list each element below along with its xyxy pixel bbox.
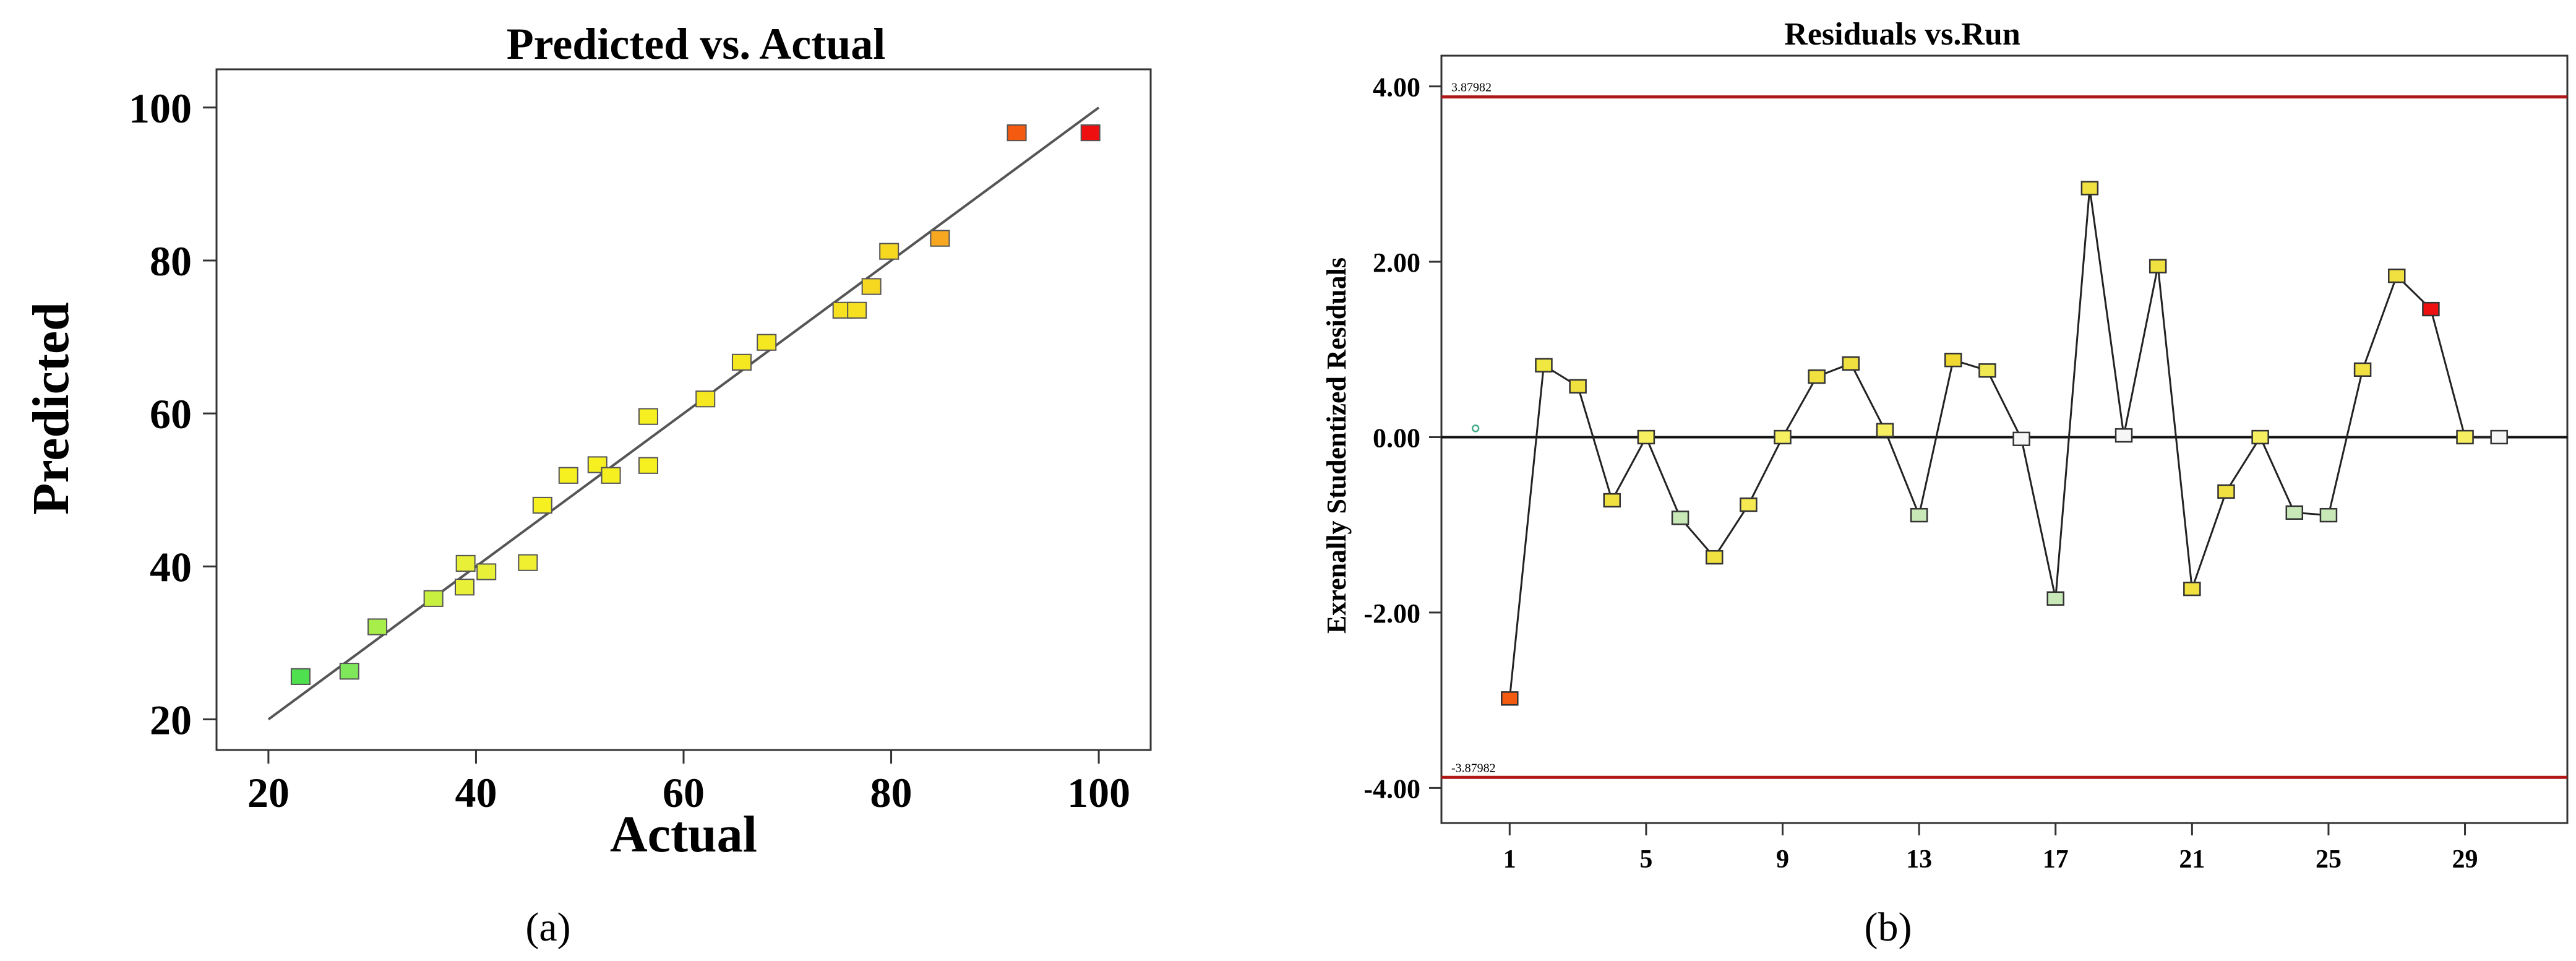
panel-a-ytick-label: 40: [150, 543, 192, 590]
panel-b-point: [1603, 493, 1621, 508]
panel-b-xtick-label: 17: [2043, 845, 2069, 874]
panel-b-limit-label: 3.87982: [1451, 81, 1492, 95]
panel-b-xtick-label: 1: [1503, 845, 1516, 874]
panel-a-point: [558, 467, 578, 484]
panel-a-ytick-label: 80: [150, 238, 192, 285]
panel-b-point: [2285, 505, 2304, 520]
panel-b-points: [1471, 181, 2508, 706]
panel-a-point: [601, 467, 621, 484]
panel-b-reference-lines: 3.87982 -3.87982: [1441, 81, 2567, 779]
panel-b-point: [1910, 507, 1928, 523]
panel-b-point: [2183, 581, 2201, 597]
panel-b-series-line: [1508, 187, 2499, 699]
panel-b-point: [1774, 429, 1792, 445]
panel-a-point: [455, 554, 476, 572]
panel-a-point: [861, 278, 882, 295]
panel-a-point: [695, 390, 716, 408]
panel-a-point: [339, 663, 359, 680]
panel-b-point: [2217, 484, 2235, 499]
panel-b-ylabel: Exrenally Studentized Residuals: [1321, 257, 1352, 634]
panel-a-ytick-label: 60: [150, 390, 192, 437]
panel-b-point: [2319, 507, 2338, 523]
panel-b-point: [1569, 379, 1587, 394]
panel-b-xtick-label: 13: [1906, 845, 1932, 874]
panel-b-ytick-label: 4.00: [1373, 72, 1420, 103]
panel-b-point: [2456, 429, 2474, 445]
panel-a-label: (a): [525, 905, 570, 950]
panel-a-xtick-label: 20: [247, 769, 290, 816]
panel-a-point: [532, 496, 552, 514]
panel-a-point: [638, 408, 658, 425]
panel-a: Predicted vs. Actual 20 40 60 80 100 20 40 60 80…: [22, 19, 1152, 950]
panel-a-xtick-label: 40: [455, 769, 497, 816]
panel-b-label: (b): [1865, 905, 1912, 950]
panel-a-point: [423, 590, 444, 607]
panel-b-point: [2114, 428, 2133, 443]
panel-b-xtick-label: 29: [2452, 845, 2478, 874]
panel-b-point: [2012, 431, 2030, 446]
panel-b-title: Residuals vs.Run: [1784, 17, 2020, 52]
panel-b-xtick-label: 21: [2179, 845, 2205, 874]
panel-a-point: [731, 353, 752, 371]
panel-a-ytick-label: 100: [129, 85, 192, 132]
panel-b-point: [2490, 429, 2508, 445]
panel-b-ytick-label: -4.00: [1363, 774, 1420, 804]
panel-a-xlabel: Actual: [610, 806, 757, 863]
panel-b-point: [1808, 369, 1826, 384]
panel-a-point: [847, 301, 867, 319]
panel-a-ylabel: Predicted: [22, 302, 80, 515]
panel-a-xtick-label: 80: [870, 769, 912, 816]
panel-b-point: [1842, 356, 1860, 371]
panel-b-xtick-label: 9: [1776, 845, 1789, 874]
panel-a-point: [290, 668, 311, 685]
panel-b-point: [2422, 301, 2440, 317]
panel-a-xtick-label: 60: [663, 769, 705, 816]
panel-a-point: [638, 457, 658, 474]
panel-a-point: [1007, 124, 1027, 142]
panel-a-point: [454, 579, 474, 596]
panel-b-point: [1637, 429, 1655, 445]
panel-b-point: [1978, 363, 1996, 378]
panel-b-point: [1671, 511, 1689, 525]
panel-b-point: [1740, 497, 1758, 512]
panel-a-reference-line: [267, 106, 1100, 721]
panel-b-point: [1501, 691, 1519, 706]
panel-a-xtick-label: 100: [1067, 769, 1130, 816]
panel-b-point: [1535, 358, 1553, 373]
panel-a-point: [367, 618, 388, 636]
panel-a-point: [879, 243, 899, 260]
panel-a-point: [587, 456, 608, 473]
panel-a-point: [757, 334, 777, 351]
panel-b-point: [2080, 181, 2099, 196]
panel-a-title: Predicted vs. Actual: [507, 19, 886, 69]
panel-a-axes: 20 40 60 80 100 20 40 60 80 100: [129, 85, 1130, 816]
panel-b-stray-marker: [1471, 424, 1480, 433]
panel-b-point: [2251, 429, 2269, 445]
panel-b-limit-label: -3.87982: [1451, 761, 1496, 775]
panel-a-point: [1080, 124, 1101, 142]
panel-b-ytick-label: 2.00: [1373, 248, 1420, 278]
panel-b-xtick-label: 5: [1639, 845, 1652, 874]
panel-b-plot-frame: [1440, 54, 2569, 824]
panel-a-points: [290, 124, 1101, 685]
panel-b-axes: 1 5 9 13 17 21 25 29 4.00 2.00 0.00 -2.00 -4.00: [1363, 72, 2478, 874]
panel-b-point: [2353, 362, 2372, 377]
panel-b-point: [2149, 259, 2167, 274]
panel-b-ytick-label: 0.00: [1373, 423, 1420, 453]
panel-a-ytick-label: 20: [150, 697, 192, 744]
panel-b-point: [2387, 269, 2406, 283]
panel-b-point: [1705, 549, 1724, 565]
panel-a-point: [476, 563, 497, 580]
panel-b-ytick-label: -2.00: [1363, 598, 1420, 629]
panel-b-xtick-label: 25: [2316, 845, 2342, 874]
panel-b-point: [2046, 591, 2064, 606]
panel-b-point: [1876, 423, 1894, 437]
panel-b: Residuals vs.Run 1 5 9 13 17 21 25 29 4.00 2.00 0.…: [1321, 17, 2569, 950]
panel-b-point: [1944, 353, 1962, 368]
panel-a-point: [930, 230, 950, 247]
panel-a-point: [518, 554, 538, 571]
